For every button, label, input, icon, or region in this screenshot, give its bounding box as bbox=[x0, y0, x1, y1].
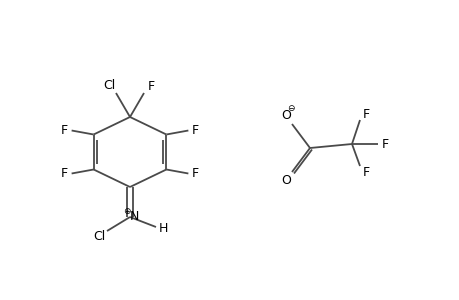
Text: ⊖: ⊖ bbox=[286, 103, 294, 112]
Text: H: H bbox=[158, 223, 168, 236]
Text: N: N bbox=[129, 211, 138, 224]
Text: F: F bbox=[191, 124, 198, 137]
Text: F: F bbox=[147, 80, 154, 92]
Text: F: F bbox=[362, 167, 369, 179]
Text: F: F bbox=[362, 107, 369, 121]
Text: F: F bbox=[61, 124, 68, 137]
Text: Cl: Cl bbox=[103, 79, 115, 92]
Text: ⊕: ⊕ bbox=[123, 208, 130, 217]
Text: O: O bbox=[280, 109, 290, 122]
Text: F: F bbox=[191, 167, 198, 180]
Text: Cl: Cl bbox=[93, 230, 105, 242]
Text: F: F bbox=[381, 137, 388, 151]
Text: F: F bbox=[61, 167, 68, 180]
Text: O: O bbox=[280, 175, 290, 188]
